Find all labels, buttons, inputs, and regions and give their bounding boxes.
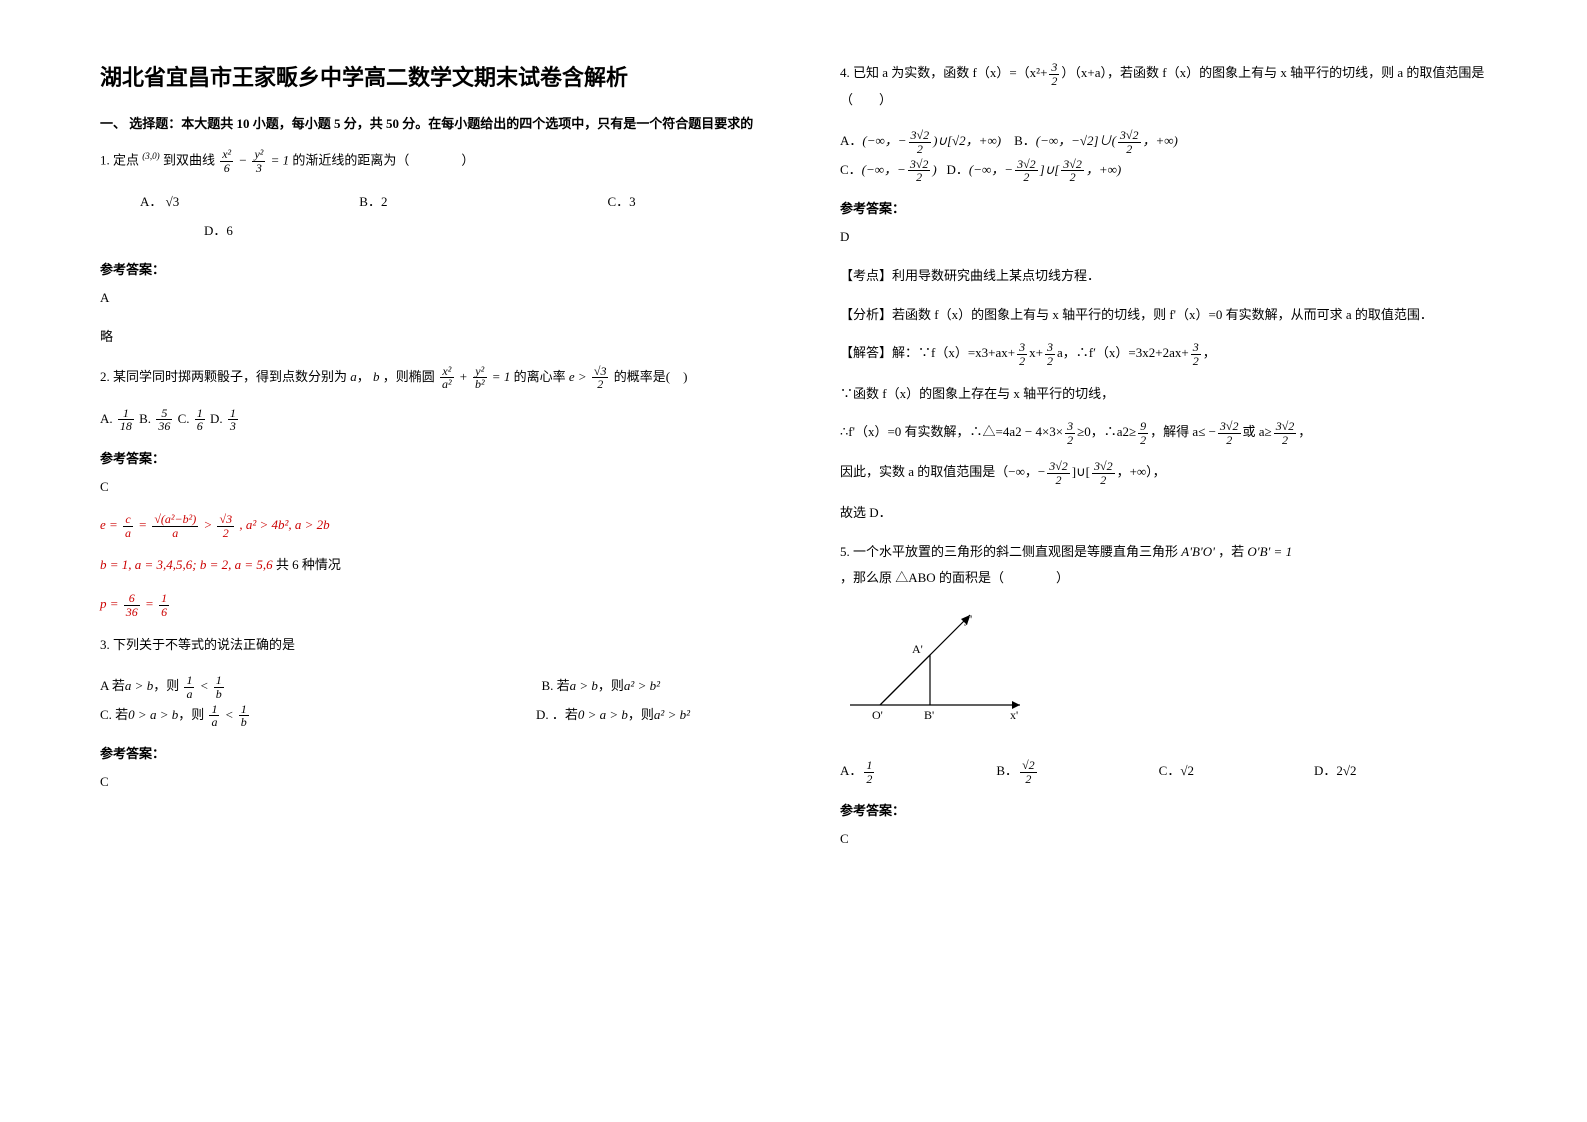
q1-stem-post: 的渐近线的距离为（ ） (292, 152, 474, 167)
q4-exam-point: 【考点】利用导数研究曲线上某点切线方程． (840, 264, 1520, 289)
q3-opt-d: D. ．若0 > a > b，则a² > b² (536, 701, 690, 730)
q4-options: A．(−∞，−3√22)∪[√2，+∞) B．(−∞，−√2]∪(3√22，+∞… (840, 127, 1520, 184)
q2-opt-d: D. 13 (210, 411, 240, 426)
right-column: 4. 已知 a 为实数，函数 f（x）=（x²+32）（x+a），若函数 f（x… (840, 60, 1520, 866)
q5-answer-label: 参考答案： (840, 800, 1520, 819)
svg-text:x': x' (1010, 708, 1018, 722)
left-column: 湖北省宜昌市王家畈乡中学高二数学文期末试卷含解析 一、 选择题：本大题共 10 … (100, 60, 780, 866)
q2-work2: b = 1, a = 3,4,5,6; b = 2, a = 5,6 共 6 种… (100, 553, 780, 578)
q3-opt-a: A 若a > b，则 1a < 1b (100, 672, 226, 701)
q1-opt-d: D．6 (204, 217, 233, 246)
q1-opt-a: A． √3 (140, 188, 179, 217)
q3-opt-c: C. 若0 > a > b，则 1a < 1b (100, 701, 251, 730)
q3-options: A 若a > b，则 1a < 1b B. 若a > b，则a² > b² C.… (100, 672, 780, 729)
section-heading: 一、 选择题：本大题共 10 小题，每小题 5 分，共 50 分。在每小题给出的… (100, 114, 780, 135)
q1-options: A． √3 B．2 C．3 D．6 (100, 188, 780, 245)
q5-diagram: O' B' A' x' y' (840, 605, 1520, 739)
question-1: 1. 定点 (3,0) 到双曲线 x²6 − y²3 = 1 的渐近线的距离为（… (100, 147, 780, 174)
q1-point: (3,0) (142, 151, 159, 161)
q2-opt-b: B. 536 (139, 411, 174, 426)
svg-text:y': y' (964, 612, 972, 626)
question-3: 3. 下列关于不等式的说法正确的是 (100, 632, 780, 658)
q2-work3: p = 636 = 16 (100, 592, 780, 618)
q4-solve-1: 【解答】解：∵f（x）=x3+ax+32x+32a，∴f′（x）=3x2+2ax… (840, 341, 1520, 367)
q5-opt-c: C．√2 (1159, 757, 1194, 786)
q5-opt-d: D．2√2 (1314, 757, 1357, 786)
q4-opt-c: C．(−∞，−3√22) (840, 162, 940, 177)
q1-frac-right: y²3 (252, 148, 265, 174)
q4-solve-4: 因此，实数 a 的取值范围是（−∞，−3√22]∪[3√22，+∞）， (840, 460, 1520, 486)
q2-answer-label: 参考答案： (100, 448, 780, 467)
question-4: 4. 已知 a 为实数，函数 f（x）=（x²+32）（x+a），若函数 f（x… (840, 60, 1520, 113)
q1-answer-extra: 略 (100, 325, 780, 350)
page: 湖北省宜昌市王家畈乡中学高二数学文期末试卷含解析 一、 选择题：本大题共 10 … (100, 60, 1527, 866)
q4-opt-d: D．(−∞，−3√22]∪[3√22，+∞) (947, 162, 1122, 177)
q1-answer-label: 参考答案： (100, 259, 780, 278)
svg-text:O': O' (872, 708, 883, 722)
q5-opt-b: B．√22 (996, 757, 1038, 786)
q2-options: A. 118 B. 536 C. 16 D. 13 (100, 405, 780, 434)
q4-opt-b: B．(−∞，−√2]∪(3√22，+∞) (1014, 133, 1178, 148)
q3-answer-label: 参考答案： (100, 743, 780, 762)
q1-stem-pre: 1. 定点 (100, 152, 139, 167)
question-5: 5. 一个水平放置的三角形的斜二侧直观图是等腰直角三角形 A'B'O' ，若 O… (840, 539, 1520, 591)
question-2: 2. 某同学同时掷两颗骰子，得到点数分别为 a， b ，则椭圆 x²a² + y… (100, 364, 780, 391)
svg-text:B': B' (924, 708, 934, 722)
q5-options: A．12 B．√22 C．√2 D．2√2 (840, 757, 1520, 786)
page-title: 湖北省宜昌市王家畈乡中学高二数学文期末试卷含解析 (100, 60, 780, 92)
q1-opt-b: B．2 (359, 188, 387, 217)
q4-answer: D (840, 225, 1520, 250)
q5-answer: C (840, 827, 1520, 852)
q2-opt-c: C. 16 (178, 411, 207, 426)
svg-text:A': A' (912, 642, 923, 656)
q4-solve-5: 故选 D． (840, 501, 1520, 526)
q3-answer: C (100, 770, 780, 795)
q2-work1: e = ca = √(a²−b²)a > √32 , a² > 4b², a >… (100, 513, 780, 539)
q3-opt-b: B. 若a > b，则a² > b² (541, 672, 660, 701)
q2-opt-a: A. 118 (100, 411, 136, 426)
q1-stem-mid: 到双曲线 (163, 152, 215, 167)
q2-answer: C (100, 475, 780, 500)
q4-solve-2: ∵函数 f（x）的图象上存在与 x 轴平行的切线， (840, 382, 1520, 407)
triangle-diagram-icon: O' B' A' x' y' (840, 605, 1040, 735)
q1-answer: A (100, 286, 780, 311)
q1-frac-left: x²6 (220, 148, 233, 174)
q4-opt-a: A．(−∞，−3√22)∪[√2，+∞) (840, 133, 1004, 148)
q4-analysis: 【分析】若函数 f（x）的图象上有与 x 轴平行的切线，则 f'（x）=0 有实… (840, 303, 1520, 328)
q4-solve-3: ∴f'（x）=0 有实数解，∴△=4a2 − 4×3×32≥0，∴a2≥92，解… (840, 420, 1520, 446)
q4-answer-label: 参考答案： (840, 198, 1520, 217)
q5-opt-a: A．12 (840, 757, 876, 786)
q1-opt-c: C．3 (607, 188, 635, 217)
